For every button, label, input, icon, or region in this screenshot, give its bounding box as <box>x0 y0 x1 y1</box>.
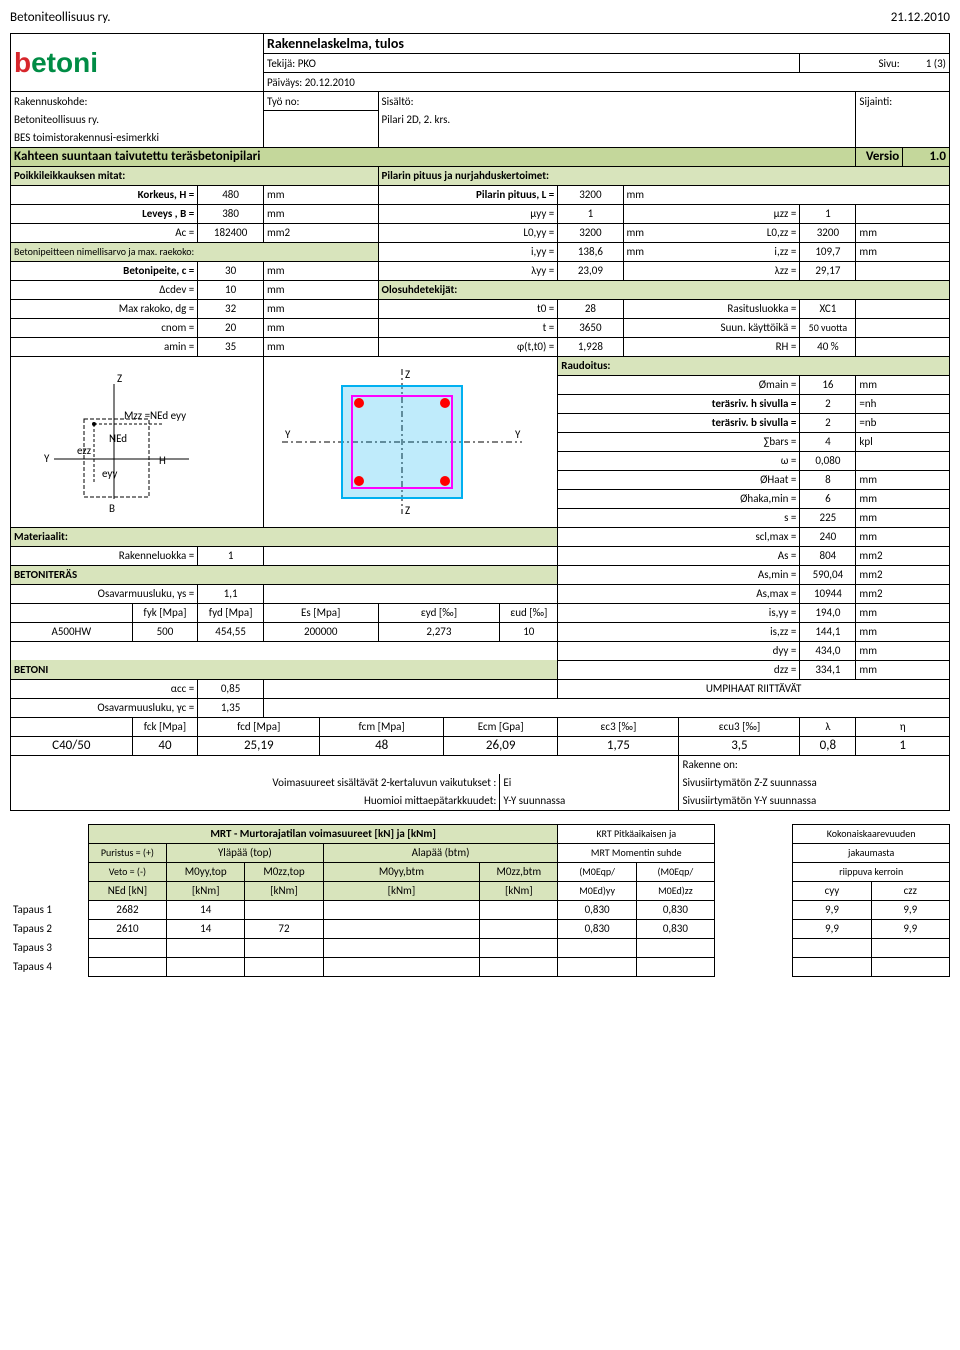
svg-text:Y: Y <box>285 428 291 441</box>
svg-text:eyy: eyy <box>102 467 117 480</box>
svg-text:Z: Z <box>117 372 122 385</box>
hdr-betoniteras: BETONITERÄS <box>11 565 558 584</box>
tapaus-4-label: Tapaus 4 <box>10 957 88 976</box>
rakennuskohde-label: Rakennuskohde: <box>11 92 264 111</box>
svg-text:Y: Y <box>515 428 521 441</box>
svg-text:Mzz =NEd eyy: Mzz =NEd eyy <box>124 409 186 422</box>
sisalto-label: Sisältö: <box>378 92 856 111</box>
sijainti-label: Sijainti: <box>856 92 950 111</box>
diagram-section: Z Z Y Y <box>263 356 557 527</box>
umpihaat: UMPIHAAT RIITTÄVÄT <box>558 679 950 698</box>
tapaus-3-label: Tapaus 3 <box>10 938 88 957</box>
hdr-poikkileikkaus: Poikkileikkauksen mitat: <box>11 166 379 185</box>
svg-text:Y: Y <box>44 452 50 465</box>
hdr-betoni: BETONI <box>11 660 558 679</box>
tapaus-2-label: Tapaus 2 <box>10 919 88 938</box>
mrt-header: MRT - Murtorajatilan voimasuureet [kN] j… <box>88 824 558 843</box>
hdr-raudoitus: Raudoitus: <box>558 356 950 375</box>
header-date: 21.12.2010 <box>891 10 950 25</box>
logo: betoni <box>11 34 264 92</box>
page-header: Betoniteollisuus ry. 21.12.2010 <box>10 10 950 25</box>
svg-text:H: H <box>159 454 166 467</box>
hdr-materiaalit: Materiaalit: <box>11 527 558 546</box>
section-title: Kahteen suuntaan taivutettu teräsbetonip… <box>11 147 856 166</box>
svg-text:Z: Z <box>405 368 410 381</box>
svg-text:NEd: NEd <box>109 432 127 445</box>
diagram-moment: Z Y Mzz =NEd eyy Myy =NEd ezz NEd ezz ey… <box>11 356 264 527</box>
tyono-label: Työ no: <box>263 92 378 111</box>
svg-text:Z: Z <box>405 504 410 517</box>
header-org: Betoniteollisuus ry. <box>10 10 111 25</box>
page-num: 1 (3) <box>903 54 950 73</box>
svg-text:B: B <box>109 502 115 515</box>
mrt-table: MRT - Murtorajatilan voimasuureet [kN] j… <box>10 824 950 977</box>
main-table: betoni Rakennelaskelma, tulos Tekijä: PK… <box>10 33 950 811</box>
calc-title: Rakennelaskelma, tulos <box>263 34 949 54</box>
tapaus-1-label: Tapaus 1 <box>10 900 88 919</box>
hdr-pilarin-pituus: Pilarin pituus ja nurjahduskertoimet: <box>378 166 949 185</box>
